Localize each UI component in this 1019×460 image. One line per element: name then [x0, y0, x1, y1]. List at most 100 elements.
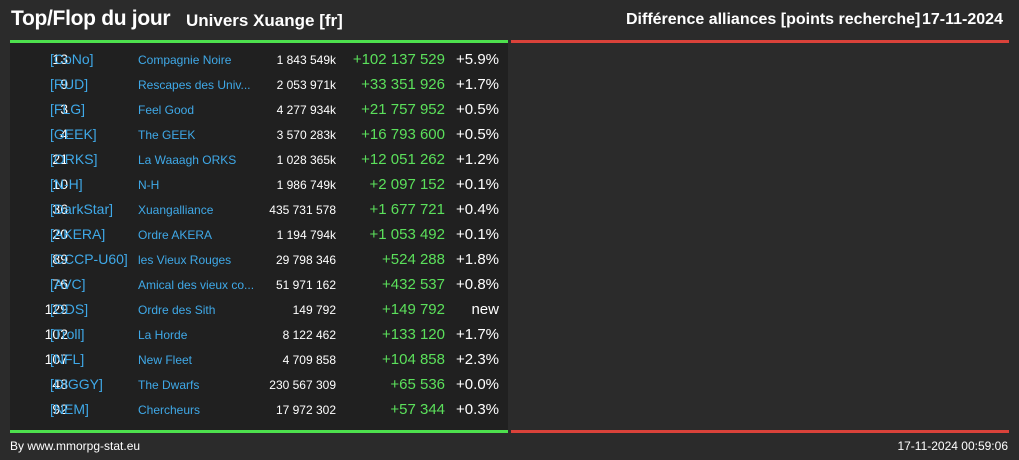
alliance-rank: 3 — [60, 101, 68, 117]
table-row: 102 [Troll] La Horde 8 122 462 +133 120 +1.7% — [10, 323, 508, 348]
points-difference: +133 120 — [382, 326, 445, 343]
points-difference: +12 051 262 — [361, 151, 445, 168]
alliance-name-link[interactable]: Ordre des Sith — [138, 303, 216, 317]
percent-change: +0.8% — [456, 276, 499, 293]
table-row: 129 [ODS] Ordre des Sith 149 792 +149 792 new — [10, 298, 508, 323]
points-difference: +149 792 — [382, 301, 445, 318]
alliance-name-link[interactable]: The GEEK — [138, 128, 196, 142]
alliance-name-link[interactable]: La Horde — [138, 328, 188, 342]
flop-panel — [511, 40, 1009, 433]
table-row: 36 [DarkStar] Xuangalliance 435 731 578 +1 6… — [10, 198, 508, 223]
points-difference: +21 757 952 — [361, 101, 445, 118]
top-list: 13 [CoNo] Compagnie Noire 1 843 549k +102 13… — [10, 48, 508, 423]
table-row: 48 [DIGGY] The Dwarfs 230 567 309 +65 536 +0.… — [10, 373, 508, 398]
alliance-rank: 36 — [52, 201, 68, 217]
points-difference: +1 053 492 — [369, 226, 446, 243]
alliance-tag-link[interactable]: [DarkStar] — [50, 201, 114, 217]
alliance-points: 3 570 283k — [276, 128, 336, 142]
alliance-tag-link[interactable]: [CoNo] — [50, 51, 94, 67]
percent-change: +1.8% — [456, 251, 499, 268]
alliance-points: 51 971 162 — [275, 278, 336, 292]
alliance-rank: 21 — [52, 151, 68, 167]
table-row: 9 [RUD] Rescapes des Univ... 2 053 971k +33 … — [10, 73, 508, 98]
percent-change: +1.7% — [456, 76, 499, 93]
percent-change: +0.0% — [456, 376, 499, 393]
alliance-tag-link[interactable]: [ODS] — [50, 301, 89, 317]
alliance-points: 4 277 934k — [276, 103, 336, 117]
alliance-tag-link[interactable]: [NEM] — [50, 401, 89, 417]
alliance-points: 17 972 302 — [275, 403, 336, 417]
alliance-points: 29 798 346 — [275, 253, 336, 267]
alliance-tag-link[interactable]: [ORKS] — [50, 151, 98, 167]
percent-change: +2.3% — [456, 351, 499, 368]
table-row: 89 [CCCP-U60] les Vieux Rouges 29 798 346 +5… — [10, 248, 508, 273]
alliance-tag-link[interactable]: [CCCP-U60] — [50, 251, 128, 267]
alliance-rank: 13 — [52, 51, 68, 67]
alliance-name-link[interactable]: Xuangalliance — [138, 203, 214, 217]
alliance-rank: 129 — [44, 301, 68, 317]
alliance-name-link[interactable]: Chercheurs — [138, 403, 201, 417]
alliance-rank: 4 — [60, 126, 68, 142]
alliance-rank: 9 — [60, 76, 68, 92]
alliance-tag-link[interactable]: [AVC] — [50, 276, 86, 292]
top-panel-bar-top — [10, 40, 508, 43]
alliance-points: 8 122 462 — [282, 328, 336, 342]
top-panel: 13 [CoNo] Compagnie Noire 1 843 549k +102 13… — [10, 40, 508, 433]
points-difference: +2 097 152 — [369, 176, 446, 193]
alliance-name-link[interactable]: les Vieux Rouges — [138, 253, 232, 267]
alliance-rank: 10 — [52, 176, 68, 192]
points-difference: +33 351 926 — [361, 76, 445, 93]
points-difference: +1 677 721 — [369, 201, 446, 218]
page-title: Top/Flop du jour — [11, 7, 171, 30]
alliance-name-link[interactable]: La Waaagh ORKS — [138, 153, 237, 167]
alliance-points: 435 731 578 — [269, 203, 336, 217]
flop-panel-bar-bottom — [511, 430, 1009, 433]
alliance-rank: 76 — [52, 276, 68, 292]
table-row: 76 [AVC] Amical des vieux co... 51 971 162 +… — [10, 273, 508, 298]
alliance-tag-link[interactable]: [Troll] — [50, 326, 85, 342]
alliance-tag-link[interactable]: [NFL] — [50, 351, 85, 367]
alliance-name-link[interactable]: The Dwarfs — [138, 378, 200, 392]
percent-change: new — [471, 301, 499, 318]
alliance-tag-link[interactable]: [FLG] — [50, 101, 86, 117]
alliance-name-link[interactable]: Compagnie Noire — [138, 53, 232, 67]
table-row: 107 [NFL] New Fleet 4 709 858 +104 858 +2.3% — [10, 348, 508, 373]
alliance-name-link[interactable]: N-H — [138, 178, 160, 192]
flop-panel-bar-top — [511, 40, 1009, 43]
percent-change: +0.4% — [456, 201, 499, 218]
footer-timestamp: 17-11-2024 00:59:06 — [897, 439, 1008, 453]
percent-change: +0.1% — [456, 226, 499, 243]
alliance-rank: 92 — [52, 401, 68, 417]
alliance-tag-link[interactable]: [N-H] — [50, 176, 83, 192]
alliance-tag-link[interactable]: [AKERA] — [50, 226, 106, 242]
alliance-name-link[interactable]: Rescapes des Univ... — [138, 78, 251, 92]
alliance-tag-link[interactable]: [DIGGY] — [50, 376, 103, 392]
table-row: 13 [CoNo] Compagnie Noire 1 843 549k +102 13… — [10, 48, 508, 73]
alliance-points: 1 843 549k — [276, 53, 336, 67]
footer-credit: By www.mmorpg-stat.eu — [10, 439, 141, 453]
alliance-points: 230 567 309 — [269, 378, 336, 392]
percent-change: +1.7% — [456, 326, 499, 343]
alliance-name-link[interactable]: Ordre AKERA — [138, 228, 213, 242]
category-label: Différence alliances [points recherche] — [626, 11, 921, 28]
alliance-points: 149 792 — [292, 303, 336, 317]
table-row: 3 [FLG] Feel Good 4 277 934k +21 757 952 +0.5… — [10, 98, 508, 123]
alliance-name-link[interactable]: New Fleet — [138, 353, 193, 367]
points-difference: +524 288 — [382, 251, 445, 268]
alliance-name-link[interactable]: Amical des vieux co... — [138, 278, 255, 292]
points-difference: +57 344 — [390, 401, 445, 418]
alliance-tag-link[interactable]: [RUD] — [50, 76, 89, 92]
table-row: 4 [GEEK] The GEEK 3 570 283k +16 793 600 +0.5… — [10, 123, 508, 148]
alliance-points: 4 709 858 — [282, 353, 336, 367]
alliance-rank: 89 — [52, 251, 68, 267]
points-difference: +432 537 — [382, 276, 445, 293]
alliance-tag-link[interactable]: [GEEK] — [50, 126, 97, 142]
alliance-points: 1 986 749k — [276, 178, 336, 192]
alliance-name-link[interactable]: Feel Good — [138, 103, 195, 117]
alliance-points: 1 028 365k — [276, 153, 336, 167]
alliance-rank: 48 — [52, 376, 68, 392]
date-label: 17-11-2024 — [922, 11, 1003, 28]
points-difference: +16 793 600 — [361, 126, 445, 143]
alliance-rank: 107 — [44, 351, 68, 367]
points-difference: +102 137 529 — [352, 51, 445, 68]
